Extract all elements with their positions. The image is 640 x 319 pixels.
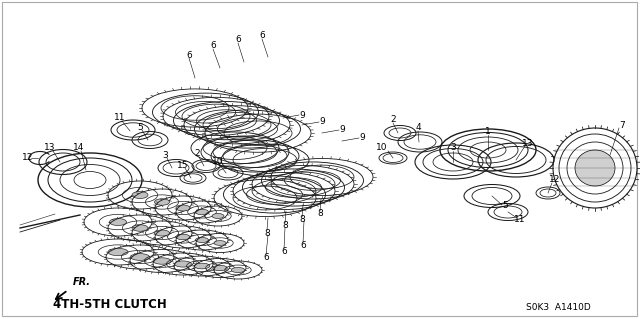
Text: 6: 6 [235,35,241,44]
Text: 2: 2 [194,150,200,159]
Text: FR.: FR. [73,277,91,287]
Text: 6: 6 [210,41,216,50]
Text: 1: 1 [485,128,491,137]
Text: 6: 6 [281,248,287,256]
Text: 7: 7 [619,121,625,130]
Text: 6: 6 [263,254,269,263]
Text: 11: 11 [515,216,525,225]
Text: 10: 10 [376,144,388,152]
Text: 9: 9 [299,110,305,120]
Text: 8: 8 [264,228,270,238]
Text: 9: 9 [319,117,325,127]
Ellipse shape [132,191,148,198]
Text: 6: 6 [300,241,306,250]
Ellipse shape [575,150,615,186]
Text: 4TH-5TH CLUTCH: 4TH-5TH CLUTCH [53,299,167,311]
Ellipse shape [175,261,191,267]
Text: 8: 8 [317,210,323,219]
Ellipse shape [195,209,209,215]
Text: 5: 5 [502,201,508,210]
Ellipse shape [131,254,150,260]
Text: 11: 11 [115,114,125,122]
Text: 4: 4 [415,123,421,132]
Text: S0K3  A1410D: S0K3 A1410D [525,303,590,313]
Text: 15: 15 [177,160,189,169]
Ellipse shape [212,213,224,219]
Text: 6: 6 [259,32,265,41]
Text: 13: 13 [522,138,534,147]
Ellipse shape [154,199,170,205]
Text: 3: 3 [450,144,456,152]
Ellipse shape [154,230,170,236]
Ellipse shape [231,267,244,272]
Text: 12: 12 [549,175,561,184]
Text: 6: 6 [186,50,192,60]
Text: 12: 12 [22,153,34,162]
Ellipse shape [153,258,171,264]
Ellipse shape [212,265,227,271]
Text: 10: 10 [212,158,224,167]
Ellipse shape [176,205,190,211]
Text: 9: 9 [339,125,345,135]
Text: 8: 8 [282,221,288,231]
Ellipse shape [194,263,210,269]
Text: 3: 3 [162,151,168,160]
Text: 9: 9 [359,133,365,143]
Text: 8: 8 [299,216,305,225]
Ellipse shape [176,234,190,240]
Ellipse shape [195,238,209,242]
Text: 14: 14 [74,144,84,152]
Ellipse shape [214,241,226,245]
Text: 5: 5 [137,122,143,131]
Text: 2: 2 [390,115,396,124]
Ellipse shape [109,219,127,226]
Ellipse shape [132,225,148,231]
Text: 13: 13 [44,144,56,152]
Ellipse shape [108,249,128,256]
